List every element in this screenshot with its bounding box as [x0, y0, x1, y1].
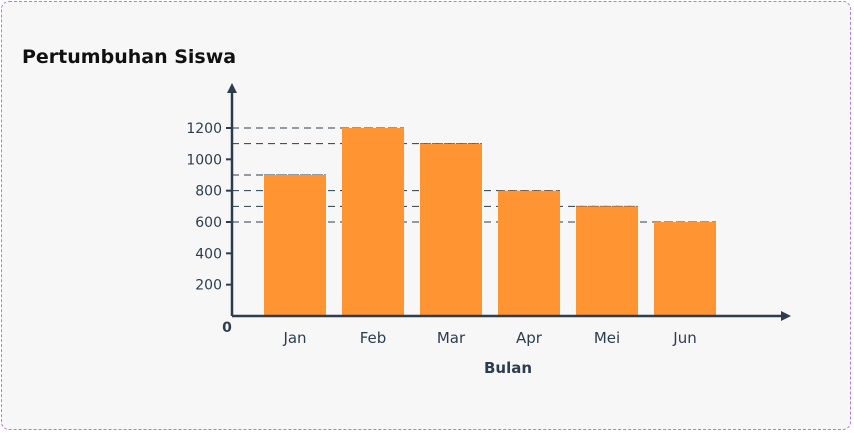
y-tick-label: 800	[195, 184, 222, 200]
y-tick-label: 1200	[186, 121, 222, 137]
bar-mei	[576, 206, 638, 316]
x-tick-label: Feb	[360, 329, 387, 347]
x-tick-label: Apr	[516, 329, 543, 347]
y-tick-label: 200	[195, 278, 222, 294]
y-tick-label: 1000	[186, 152, 222, 168]
bar-mar	[420, 143, 482, 316]
bar-jan	[264, 175, 326, 316]
bar-feb	[342, 128, 404, 316]
bar-apr	[498, 190, 560, 316]
origin-label: 0	[222, 320, 232, 336]
chart-title: Pertumbuhan Siswa	[22, 46, 237, 68]
bars	[264, 128, 716, 316]
y-tick-label: 600	[195, 215, 222, 231]
x-tick-label: Mar	[437, 329, 466, 347]
y-axis-ticks: 200 400 600 800 1000 1200	[186, 121, 232, 294]
y-tick-label: 400	[195, 246, 222, 262]
bar-jun	[654, 222, 716, 316]
x-axis-categories: Jan Feb Mar Apr Mei Jun	[282, 329, 696, 347]
x-tick-label: Mei	[594, 329, 620, 347]
x-axis-label: Bulan	[484, 359, 532, 377]
x-tick-label: Jan	[282, 329, 306, 347]
x-tick-label: Jun	[672, 329, 696, 347]
axes	[227, 83, 791, 321]
